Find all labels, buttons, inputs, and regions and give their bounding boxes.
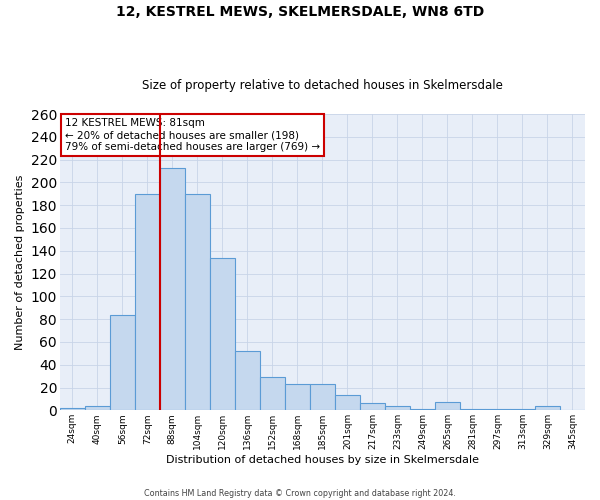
Bar	[335, 396, 360, 410]
Bar	[85, 406, 110, 410]
Bar	[485, 409, 510, 410]
Bar	[185, 194, 210, 410]
Bar	[385, 406, 410, 410]
Bar	[135, 194, 160, 410]
Bar	[60, 408, 85, 410]
Y-axis label: Number of detached properties: Number of detached properties	[15, 174, 25, 350]
Bar	[110, 314, 135, 410]
Bar	[410, 409, 435, 410]
Text: 12, KESTREL MEWS, SKELMERSDALE, WN8 6TD: 12, KESTREL MEWS, SKELMERSDALE, WN8 6TD	[116, 5, 484, 19]
Bar	[510, 409, 535, 410]
Bar	[310, 384, 335, 410]
Bar	[435, 402, 460, 410]
Bar	[360, 404, 385, 410]
Text: Contains HM Land Registry data © Crown copyright and database right 2024.: Contains HM Land Registry data © Crown c…	[144, 488, 456, 498]
Bar	[460, 409, 485, 410]
Bar	[285, 384, 310, 410]
X-axis label: Distribution of detached houses by size in Skelmersdale: Distribution of detached houses by size …	[166, 455, 479, 465]
Title: Size of property relative to detached houses in Skelmersdale: Size of property relative to detached ho…	[142, 79, 503, 92]
Bar	[160, 168, 185, 410]
Bar	[260, 377, 285, 410]
Text: 12 KESTREL MEWS: 81sqm
← 20% of detached houses are smaller (198)
79% of semi-de: 12 KESTREL MEWS: 81sqm ← 20% of detached…	[65, 118, 320, 152]
Bar	[535, 406, 560, 410]
Bar	[235, 351, 260, 410]
Bar	[210, 258, 235, 410]
